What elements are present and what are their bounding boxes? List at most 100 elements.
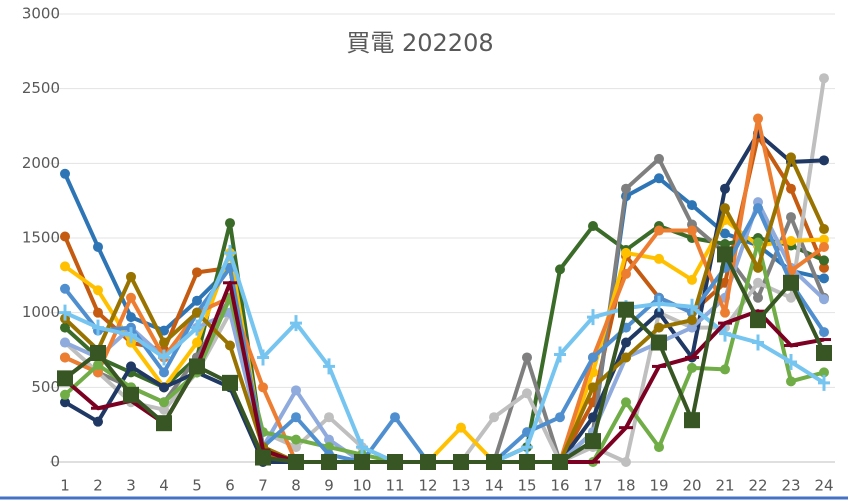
marker [60, 261, 70, 272]
marker [654, 442, 664, 453]
y-tick-label: 0 [50, 453, 60, 471]
x-tick-label: 20 [682, 477, 701, 495]
marker [654, 322, 664, 333]
marker [554, 346, 566, 363]
marker [59, 304, 71, 321]
marker [818, 374, 830, 391]
marker [819, 255, 829, 266]
x-tick-label: 5 [192, 477, 202, 495]
marker [587, 309, 599, 326]
marker [819, 241, 829, 252]
marker [819, 367, 829, 378]
marker [783, 274, 799, 291]
marker [126, 312, 136, 323]
marker [819, 234, 829, 245]
marker [651, 334, 667, 351]
y-tick-label: 3000 [22, 5, 60, 23]
marker [159, 382, 169, 393]
marker [159, 367, 169, 378]
marker [93, 416, 103, 427]
marker [356, 439, 368, 456]
marker [621, 247, 631, 258]
marker [159, 397, 169, 408]
x-tick-label: 21 [715, 477, 734, 495]
x-tick-label: 12 [418, 477, 437, 495]
marker [588, 382, 598, 393]
x-tick-label: 14 [484, 477, 503, 495]
marker [192, 307, 202, 318]
marker [321, 454, 337, 470]
x-tick-label: 3 [126, 477, 136, 495]
x-tick-label: 11 [385, 477, 404, 495]
marker [420, 454, 436, 470]
marker [93, 359, 103, 370]
marker [521, 439, 533, 456]
marker [687, 322, 697, 333]
x-tick-label: 17 [583, 477, 602, 495]
marker [60, 283, 70, 294]
x-tick-label: 1 [60, 477, 70, 495]
marker [654, 307, 664, 318]
marker [60, 231, 70, 242]
marker [555, 264, 565, 275]
marker [588, 352, 598, 363]
marker [60, 322, 70, 333]
marker [819, 327, 829, 338]
x-tick-label: 15 [517, 477, 536, 495]
marker [93, 285, 103, 296]
marker [687, 274, 697, 285]
marker [684, 412, 700, 429]
marker [621, 457, 631, 467]
marker [720, 183, 730, 194]
marker [687, 225, 697, 236]
marker [159, 404, 169, 415]
marker [291, 385, 301, 396]
marker [126, 271, 136, 282]
marker [60, 352, 70, 363]
x-tick-label: 24 [814, 477, 833, 495]
marker [555, 412, 565, 423]
marker [687, 362, 697, 373]
marker [819, 155, 829, 166]
marker [588, 221, 598, 232]
marker [60, 337, 70, 348]
y-tick-label: 2500 [22, 79, 60, 97]
marker [585, 433, 601, 450]
marker [159, 337, 169, 348]
marker [552, 454, 568, 470]
marker [819, 294, 829, 305]
marker [753, 203, 763, 214]
marker [191, 319, 203, 336]
marker [753, 262, 763, 273]
marker [60, 389, 70, 400]
marker [522, 352, 532, 363]
marker [720, 228, 730, 239]
marker [753, 113, 763, 124]
marker [387, 454, 403, 470]
marker [258, 382, 268, 393]
marker [225, 218, 235, 229]
marker [720, 203, 730, 214]
marker [456, 422, 466, 433]
marker [687, 315, 697, 326]
marker [257, 349, 269, 366]
x-tick-label: 22 [748, 477, 767, 495]
marker [785, 353, 797, 370]
marker [156, 415, 172, 432]
series-line [63, 218, 825, 464]
marker [753, 277, 763, 288]
marker [288, 454, 304, 470]
marker [291, 442, 301, 453]
marker [123, 386, 139, 403]
marker [588, 412, 598, 423]
marker [324, 412, 334, 423]
y-tick-label: 500 [31, 378, 60, 396]
marker [621, 268, 631, 279]
marker [819, 224, 829, 235]
marker [92, 319, 104, 336]
y-tick-label: 1500 [22, 229, 60, 247]
x-tick-label: 4 [159, 477, 169, 495]
marker [354, 454, 370, 470]
marker [192, 295, 202, 306]
marker [323, 358, 335, 375]
